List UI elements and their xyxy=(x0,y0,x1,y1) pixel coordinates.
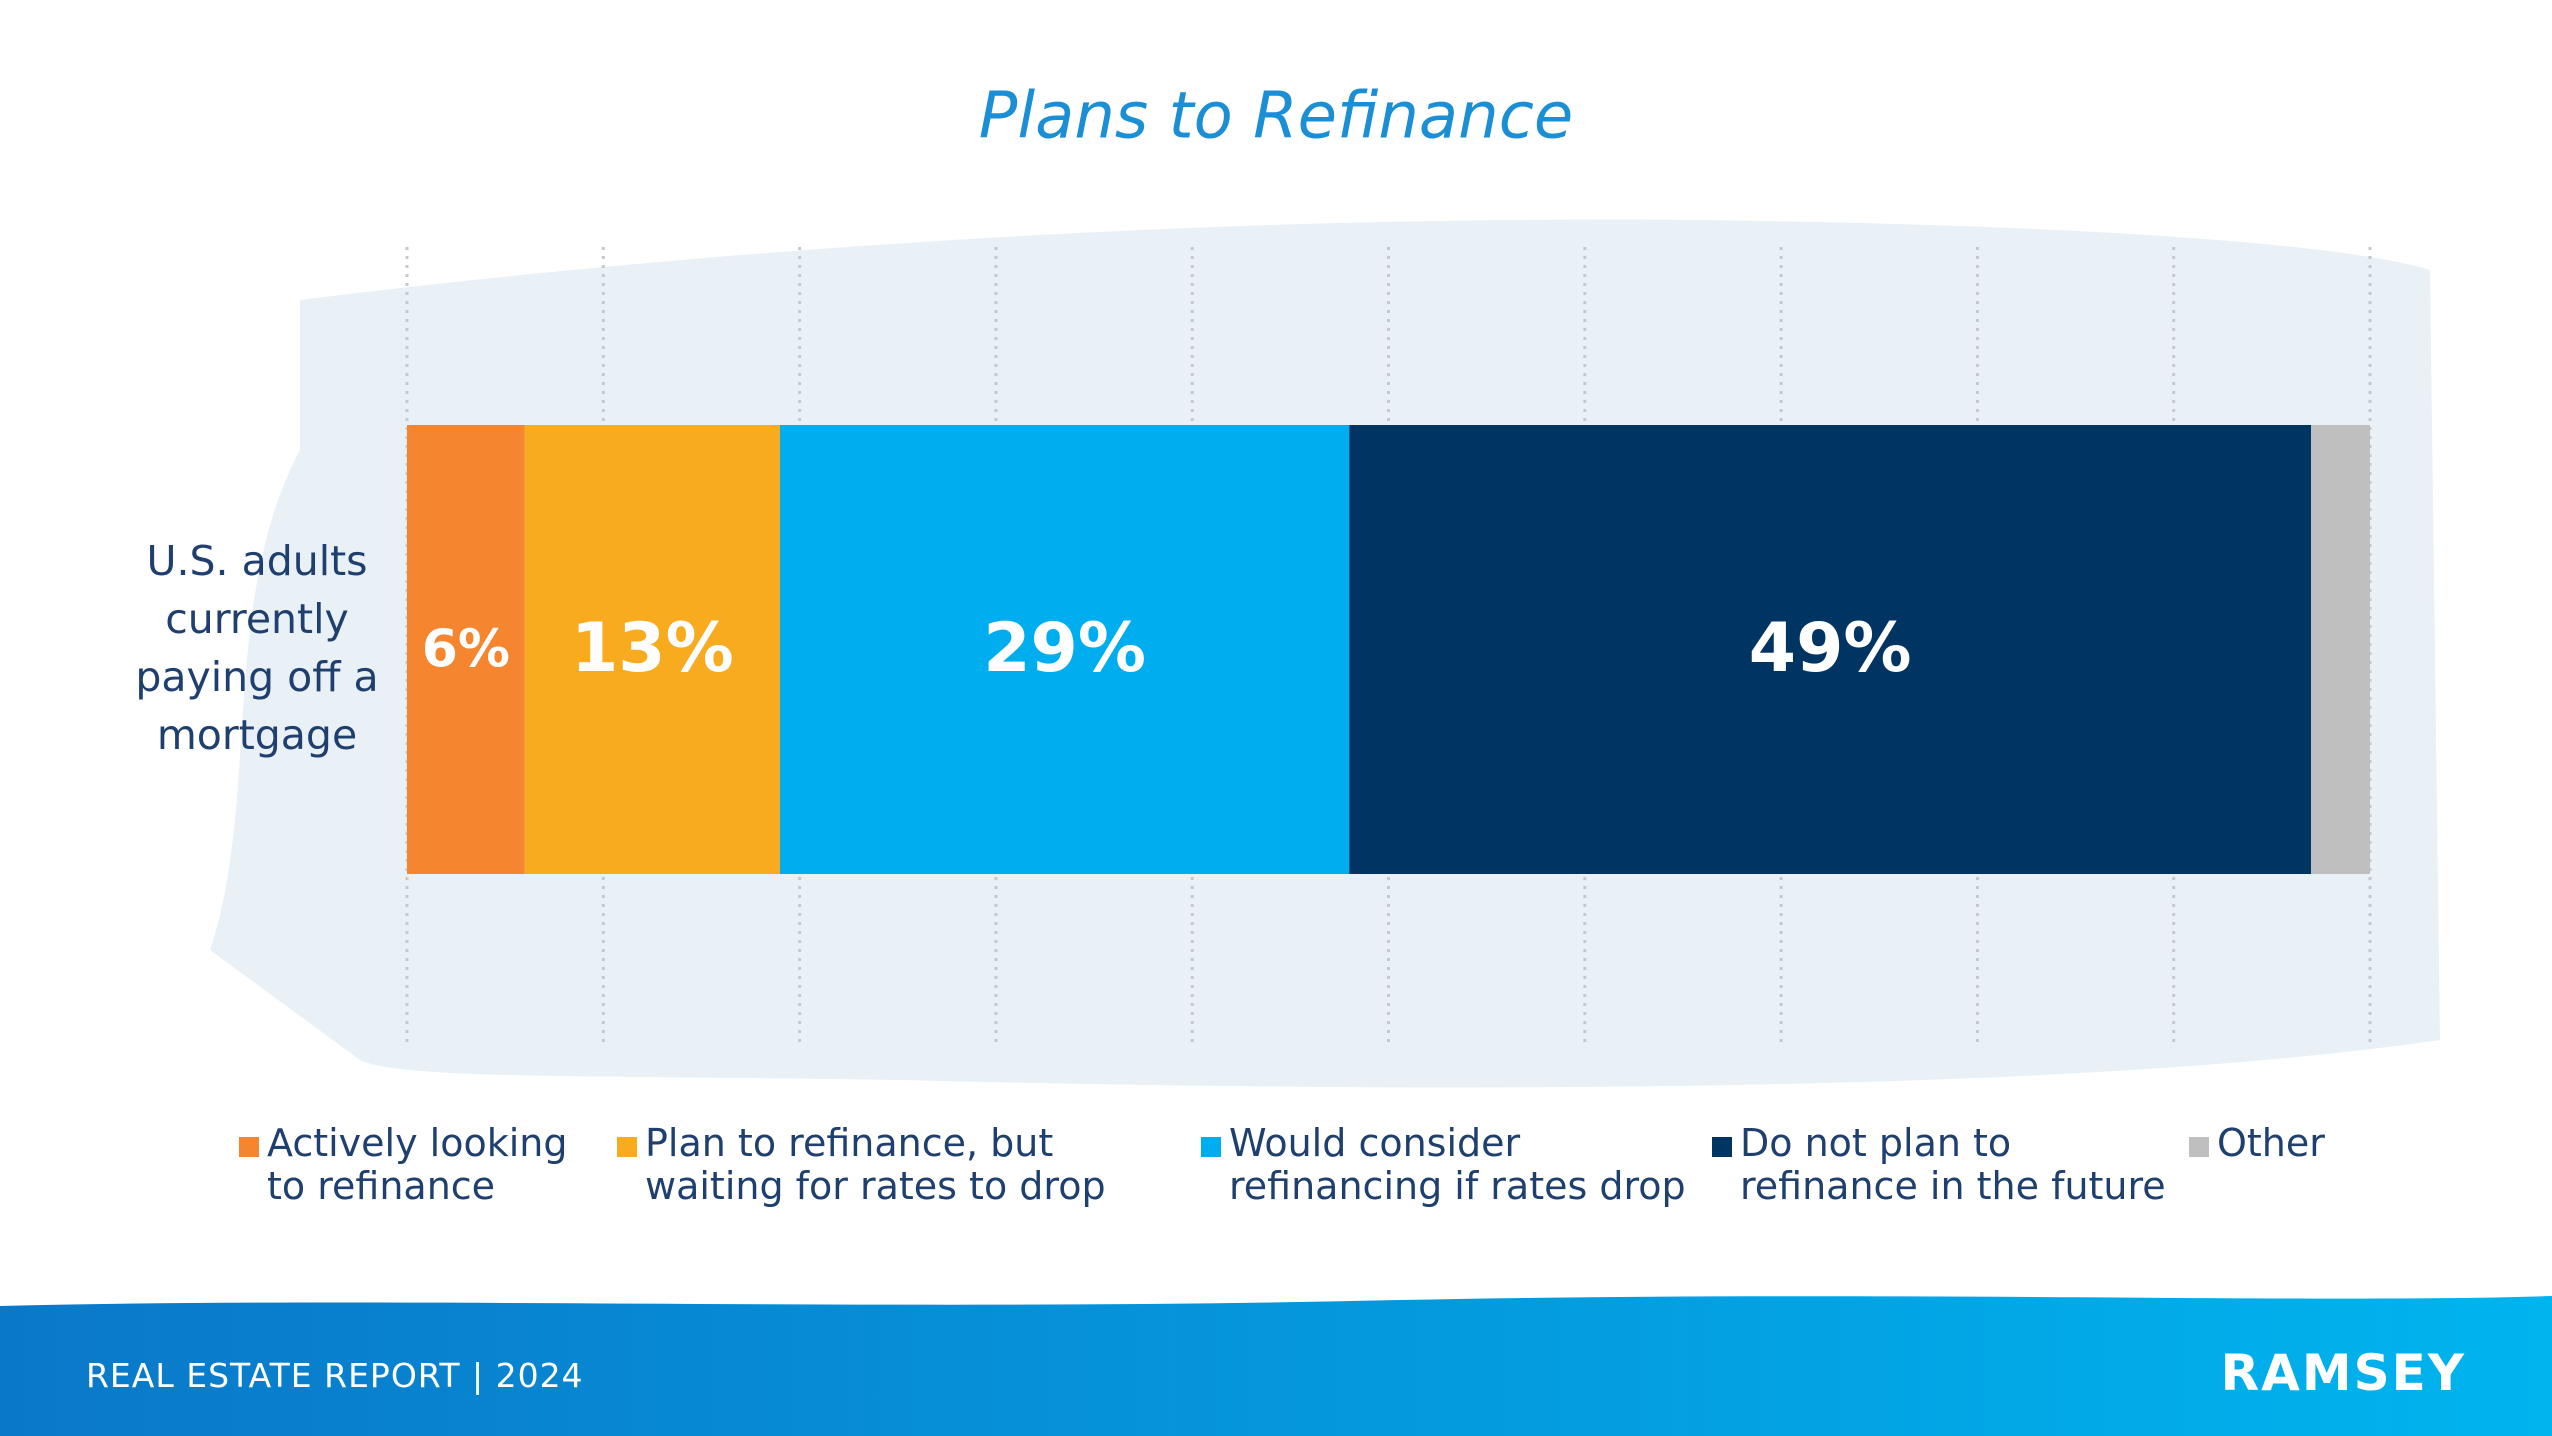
legend-label: Would consider refinancing if rates drop xyxy=(1229,1121,1686,1208)
legend-swatch xyxy=(1201,1137,1221,1157)
legend-label: Do not plan to refinance in the future xyxy=(1740,1121,2166,1208)
data-label: 49% xyxy=(1749,609,1912,688)
data-label: 29% xyxy=(983,609,1146,688)
legend-swatch xyxy=(2189,1137,2209,1157)
bar-segment xyxy=(779,425,1350,874)
data-label: 13% xyxy=(571,609,734,688)
legend-item: Actively looking to refinance xyxy=(239,1122,597,1208)
legend-swatch xyxy=(617,1137,637,1157)
legend-label: Plan to refinance, but waiting for rates… xyxy=(645,1121,1106,1208)
footer-band xyxy=(0,1296,2552,1436)
legend-item: Plan to refinance, but waiting for rates… xyxy=(617,1122,1185,1208)
legend-swatch xyxy=(1712,1137,1732,1157)
bar-segment xyxy=(1349,425,2312,874)
bar-segment xyxy=(407,425,525,874)
footer-brand: RAMSEY xyxy=(2220,1344,2466,1402)
category-label: U.S. adults currently paying off a mortg… xyxy=(135,537,379,759)
legend-item: Would consider refinancing if rates drop xyxy=(1201,1122,1699,1208)
legend-swatch xyxy=(239,1137,259,1157)
bar-segment xyxy=(2311,425,2370,874)
legend-label: Other xyxy=(2217,1121,2325,1165)
data-label: 6% xyxy=(422,620,510,680)
legend-item: Do not plan to refinance in the future xyxy=(1712,1122,2180,1208)
bar-segment xyxy=(524,425,780,874)
footer-report: REAL ESTATE REPORT | 2024 xyxy=(86,1356,584,1395)
legend-label: Actively looking to refinance xyxy=(267,1121,568,1208)
chart-title: Plans to Refinance xyxy=(979,80,1574,154)
legend-item: Other xyxy=(2189,1122,2377,1165)
